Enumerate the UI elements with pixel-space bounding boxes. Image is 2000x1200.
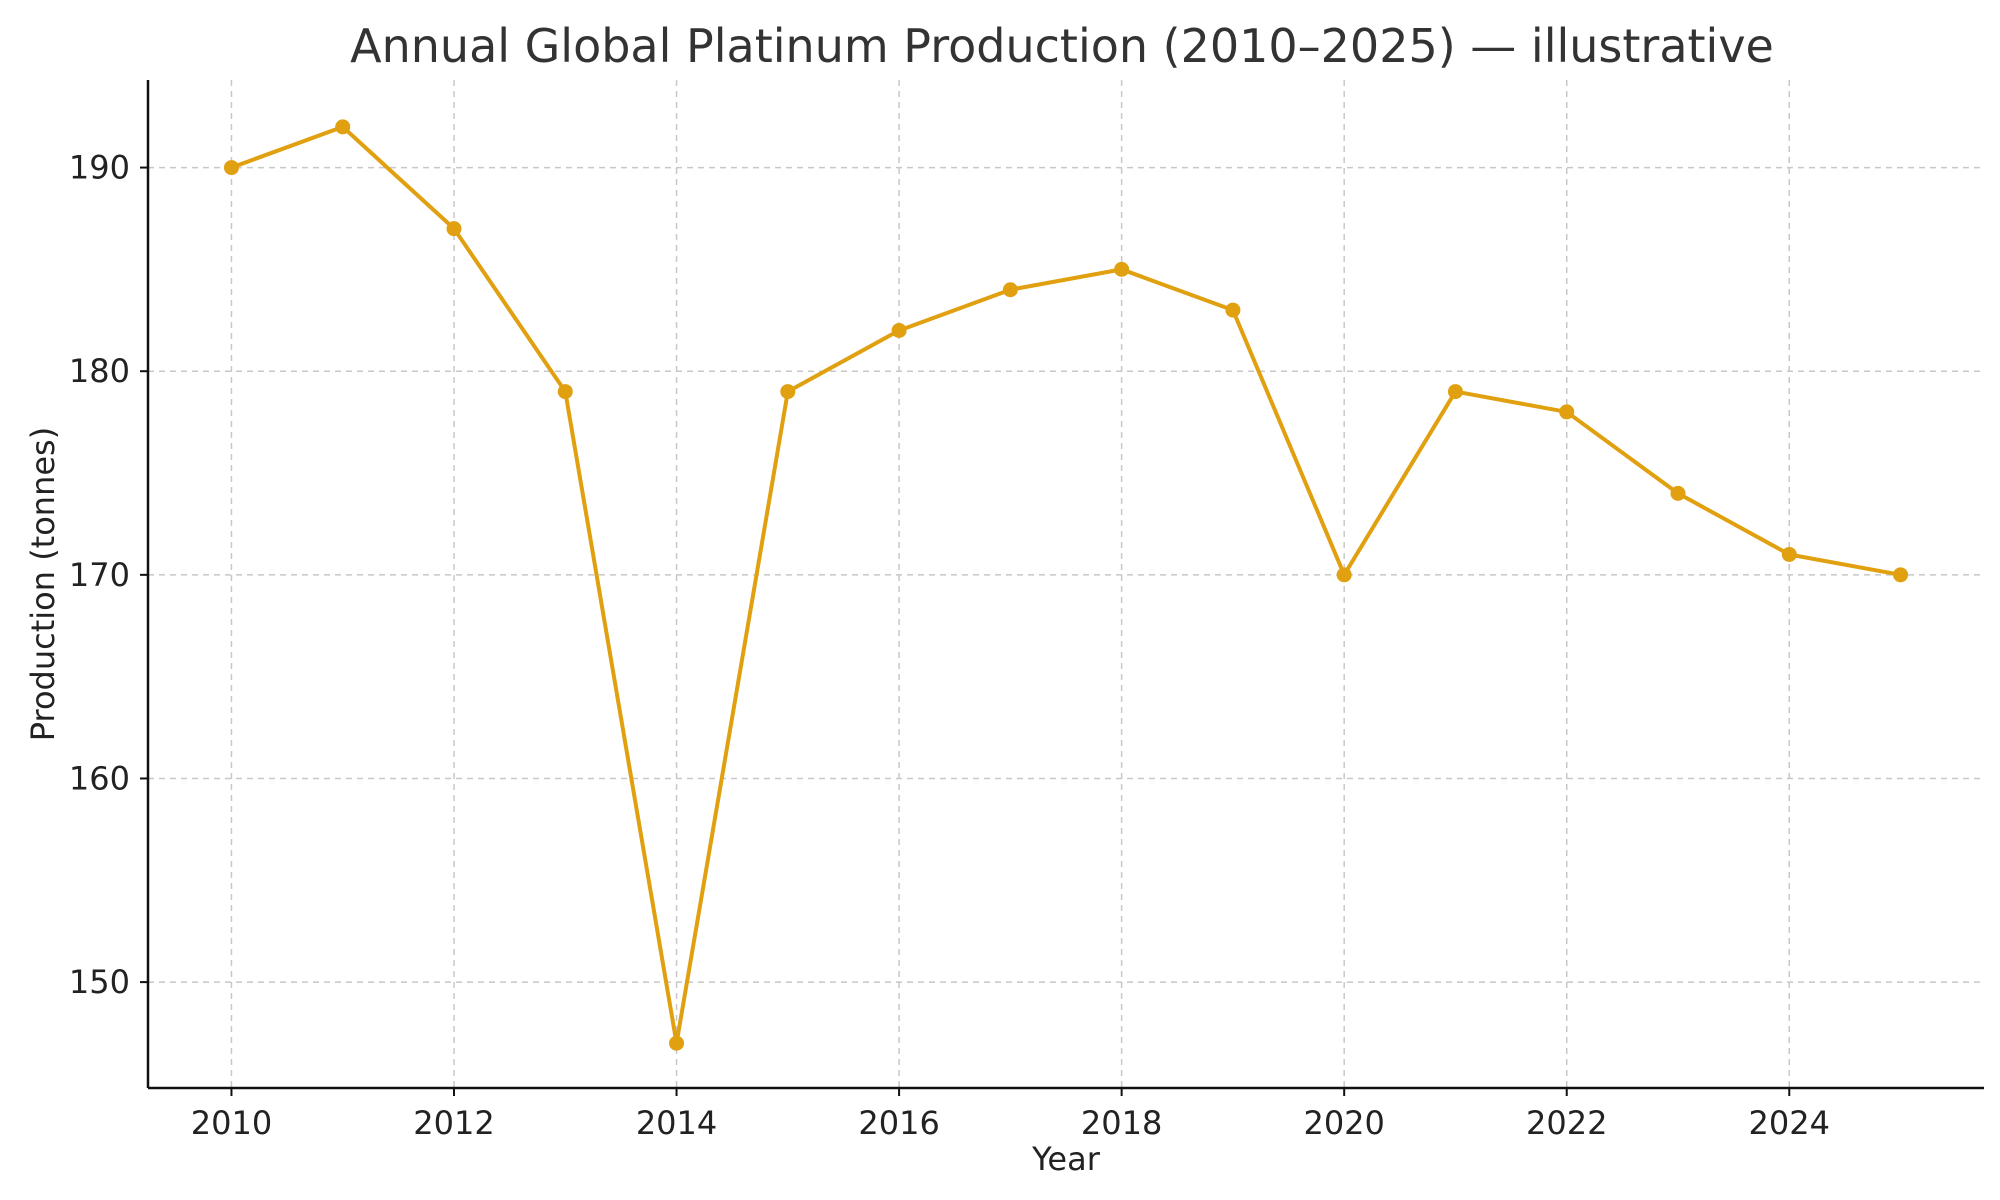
data-point [1893,567,1909,583]
chart-title: Annual Global Platinum Production (2010–… [350,19,1774,73]
data-point [1114,261,1130,277]
x-tick-label: 2010 [191,1104,272,1142]
data-point [1670,485,1686,501]
x-tick-label: 2024 [1749,1104,1830,1142]
ticks-layer: 2010 2012 2014 2016 2018 2020 2022 2024 150 160 17… [69,149,1830,1142]
x-tick-label: 2014 [636,1104,717,1142]
data-point [1336,567,1352,583]
grid-layer [148,80,1984,1088]
y-tick-label: 160 [69,759,130,797]
series-layer [223,119,1909,1051]
y-tick-label: 180 [69,352,130,390]
x-tick-label: 2022 [1526,1104,1607,1142]
data-point [1225,302,1241,318]
data-point [557,384,573,400]
data-point [1559,404,1575,420]
data-point [223,160,239,176]
x-tick-label: 2020 [1303,1104,1384,1142]
series-line [229,124,1903,1046]
data-point [780,384,796,400]
x-tick-label: 2016 [858,1104,939,1142]
y-axis-label: Production (tonnes) [24,427,62,741]
y-tick-label: 170 [69,556,130,594]
data-point [335,119,351,135]
y-tick-label: 190 [69,149,130,187]
data-point [1002,282,1018,298]
data-point [669,1035,685,1051]
data-point [891,322,907,338]
axes-layer [146,80,1984,1090]
data-point [1781,546,1797,562]
data-point [446,221,462,237]
data-point [1447,384,1463,400]
x-tick-label: 2012 [413,1104,494,1142]
y-tick-label: 150 [69,963,130,1001]
x-axis-label: Year [1031,1140,1101,1178]
x-tick-label: 2018 [1081,1104,1162,1142]
